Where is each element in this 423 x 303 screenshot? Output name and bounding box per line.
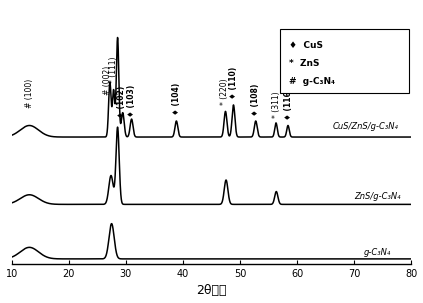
Text: * (311): * (311)	[272, 91, 280, 118]
Text: g-C₃N₄: g-C₃N₄	[363, 248, 391, 257]
Text: # (100): # (100)	[25, 78, 34, 108]
Text: CuS/ZnS/g-C₃N₄: CuS/ZnS/g-C₃N₄	[333, 122, 398, 131]
Text: # (002): # (002)	[102, 66, 112, 95]
Text: *  ZnS: * ZnS	[288, 59, 319, 68]
Text: ♦ (102): ♦ (102)	[117, 85, 126, 118]
Text: ♦ (103): ♦ (103)	[127, 84, 136, 117]
Text: ♦ (108): ♦ (108)	[251, 84, 260, 116]
Text: ♦  CuS: ♦ CuS	[288, 41, 323, 50]
Text: ♦ (110): ♦ (110)	[229, 66, 238, 98]
FancyBboxPatch shape	[280, 29, 409, 93]
X-axis label: 2θ／度: 2θ／度	[196, 285, 227, 298]
Text: #  g-C₃N₄: # g-C₃N₄	[288, 77, 335, 86]
Text: ♦ (116): ♦ (116)	[283, 88, 292, 120]
Text: ZnS/g-C₃N₄: ZnS/g-C₃N₄	[354, 192, 400, 201]
Text: * (111): * (111)	[109, 57, 118, 83]
Text: * (220): * (220)	[220, 78, 229, 105]
Text: ♦ (104): ♦ (104)	[172, 82, 181, 115]
